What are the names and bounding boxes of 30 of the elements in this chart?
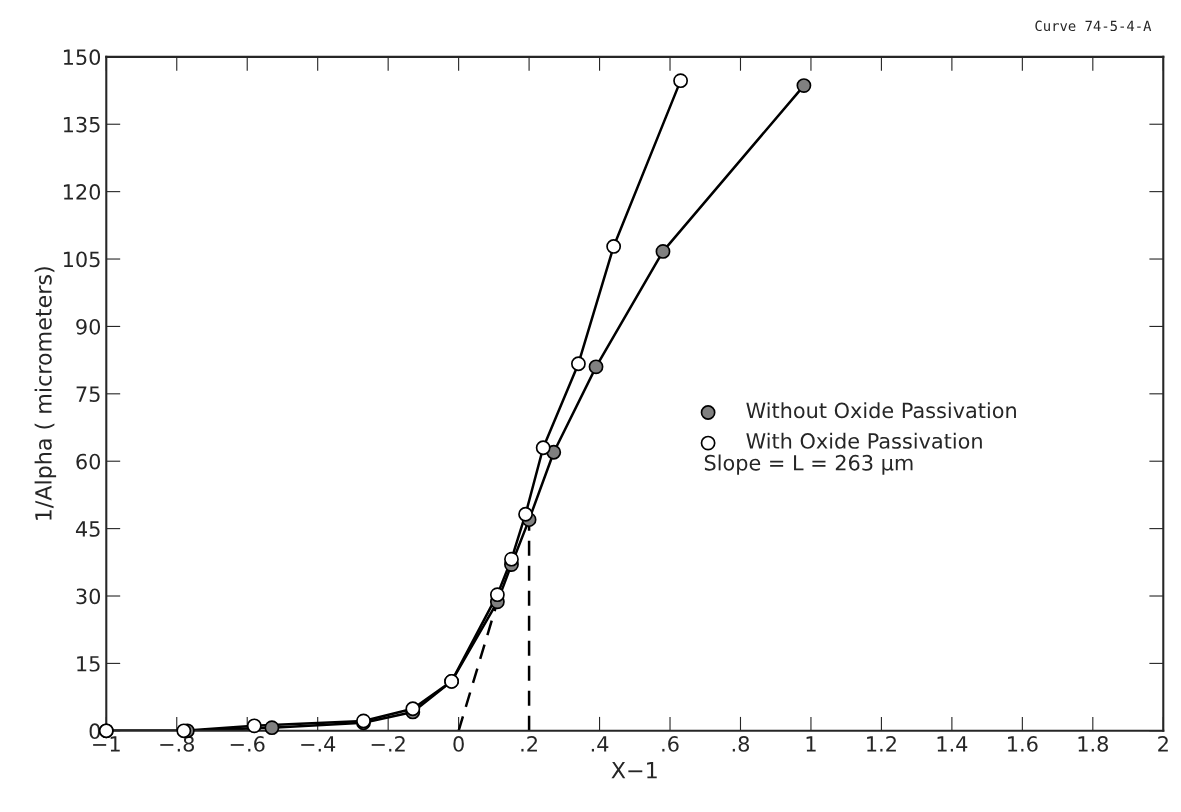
x-tick-label: 1 <box>806 736 816 752</box>
y-tick-label: 15 <box>77 656 100 672</box>
y-tick-label: 105 <box>63 251 100 268</box>
x-tick-label: 1.8 <box>1078 736 1108 752</box>
annotation: Slope = L = 263 µm <box>704 454 913 475</box>
y-tick-label: 75 <box>76 386 100 403</box>
y-tick-label: 90 <box>76 318 101 335</box>
legend-label: With Oxide Passivation <box>746 432 982 449</box>
x-tick-label: .6 <box>662 736 679 752</box>
x-tick-label: 1.2 <box>867 736 896 752</box>
x-tick-label: 0 <box>453 736 464 752</box>
text: Curve 74-5-4-A <box>1035 20 1152 32</box>
x-tick-label: −.6 <box>230 736 265 752</box>
legend-label: Without Oxide Passivation <box>746 402 1016 419</box>
x-tick-label: −.4 <box>301 736 336 752</box>
y-tick-label: 135 <box>63 116 100 133</box>
y-tick-label: 120 <box>63 184 101 200</box>
x-axis-title: X−1 <box>611 762 657 779</box>
y-tick-label: 45 <box>75 521 100 537</box>
y-tick-label: 60 <box>76 453 101 470</box>
y-tick-label: 30 <box>76 588 101 605</box>
x-tick-label: −.2 <box>371 736 405 752</box>
x-tick-label: .4 <box>591 736 609 752</box>
y-tick-label: 150 <box>63 49 101 66</box>
x-tick-label: 1.4 <box>937 736 968 752</box>
y-axis-title: 1/Alpha ( micrometers) <box>34 267 57 520</box>
x-tick-label: 2 <box>1158 736 1168 752</box>
x-tick-label: .8 <box>732 736 749 752</box>
x-tick-label: .2 <box>521 736 537 752</box>
x-tick-label: 1.6 <box>1008 736 1038 752</box>
